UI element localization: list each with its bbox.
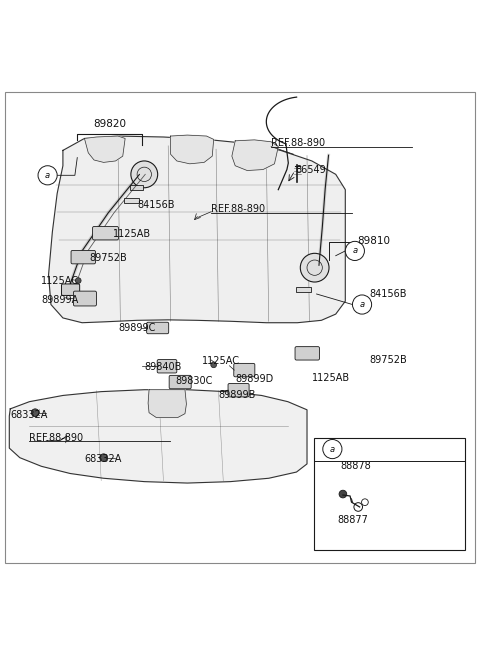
- Text: 86549: 86549: [295, 164, 326, 175]
- Polygon shape: [9, 390, 307, 483]
- Circle shape: [339, 490, 347, 498]
- Circle shape: [323, 440, 342, 458]
- Circle shape: [31, 409, 39, 417]
- Circle shape: [211, 362, 216, 367]
- Polygon shape: [48, 136, 345, 323]
- Polygon shape: [170, 135, 214, 164]
- Text: 89830C: 89830C: [175, 376, 213, 386]
- Bar: [297, 287, 311, 291]
- FancyBboxPatch shape: [157, 360, 177, 373]
- Circle shape: [352, 295, 372, 314]
- FancyBboxPatch shape: [71, 250, 96, 264]
- Circle shape: [100, 454, 108, 462]
- FancyBboxPatch shape: [295, 346, 320, 360]
- FancyBboxPatch shape: [169, 375, 191, 389]
- Polygon shape: [232, 140, 278, 170]
- Text: 89752B: 89752B: [89, 253, 127, 263]
- Text: 1125AC: 1125AC: [202, 356, 240, 366]
- Text: 89820: 89820: [93, 119, 126, 129]
- Text: a: a: [352, 246, 358, 255]
- Text: 89752B: 89752B: [369, 355, 407, 365]
- Circle shape: [131, 161, 157, 188]
- Text: REF.88-890: REF.88-890: [271, 138, 325, 148]
- Bar: [130, 185, 144, 190]
- FancyBboxPatch shape: [234, 364, 255, 377]
- Bar: [124, 198, 139, 203]
- Text: 89899D: 89899D: [235, 374, 274, 384]
- Text: REF.88-890: REF.88-890: [211, 204, 265, 214]
- Text: 1125AB: 1125AB: [113, 229, 151, 239]
- Polygon shape: [84, 136, 125, 162]
- Text: 68332A: 68332A: [84, 454, 122, 464]
- Text: 89899C: 89899C: [118, 324, 156, 333]
- Text: 1125AB: 1125AB: [312, 373, 350, 383]
- Text: 88878: 88878: [340, 461, 371, 472]
- Circle shape: [300, 253, 329, 282]
- FancyBboxPatch shape: [73, 291, 96, 306]
- Text: 89840B: 89840B: [144, 362, 181, 372]
- Text: 84156B: 84156B: [369, 289, 407, 299]
- Text: 88877: 88877: [337, 515, 368, 525]
- Polygon shape: [148, 390, 186, 417]
- Text: 68332A: 68332A: [10, 409, 48, 420]
- FancyBboxPatch shape: [228, 383, 249, 397]
- Text: 84156B: 84156B: [137, 200, 175, 210]
- Circle shape: [75, 278, 81, 284]
- Circle shape: [38, 166, 57, 185]
- Text: a: a: [360, 300, 365, 309]
- FancyBboxPatch shape: [93, 227, 119, 240]
- Text: 89899A: 89899A: [41, 295, 79, 305]
- FancyBboxPatch shape: [147, 322, 168, 333]
- FancyBboxPatch shape: [61, 284, 80, 295]
- Text: 89810: 89810: [357, 236, 390, 246]
- Text: a: a: [45, 171, 50, 180]
- Text: 1125AC: 1125AC: [41, 276, 79, 286]
- Bar: [314, 438, 465, 550]
- Text: a: a: [330, 445, 335, 453]
- Text: REF.88-890: REF.88-890: [29, 432, 84, 443]
- Circle shape: [345, 241, 364, 261]
- Text: 89899B: 89899B: [218, 390, 256, 400]
